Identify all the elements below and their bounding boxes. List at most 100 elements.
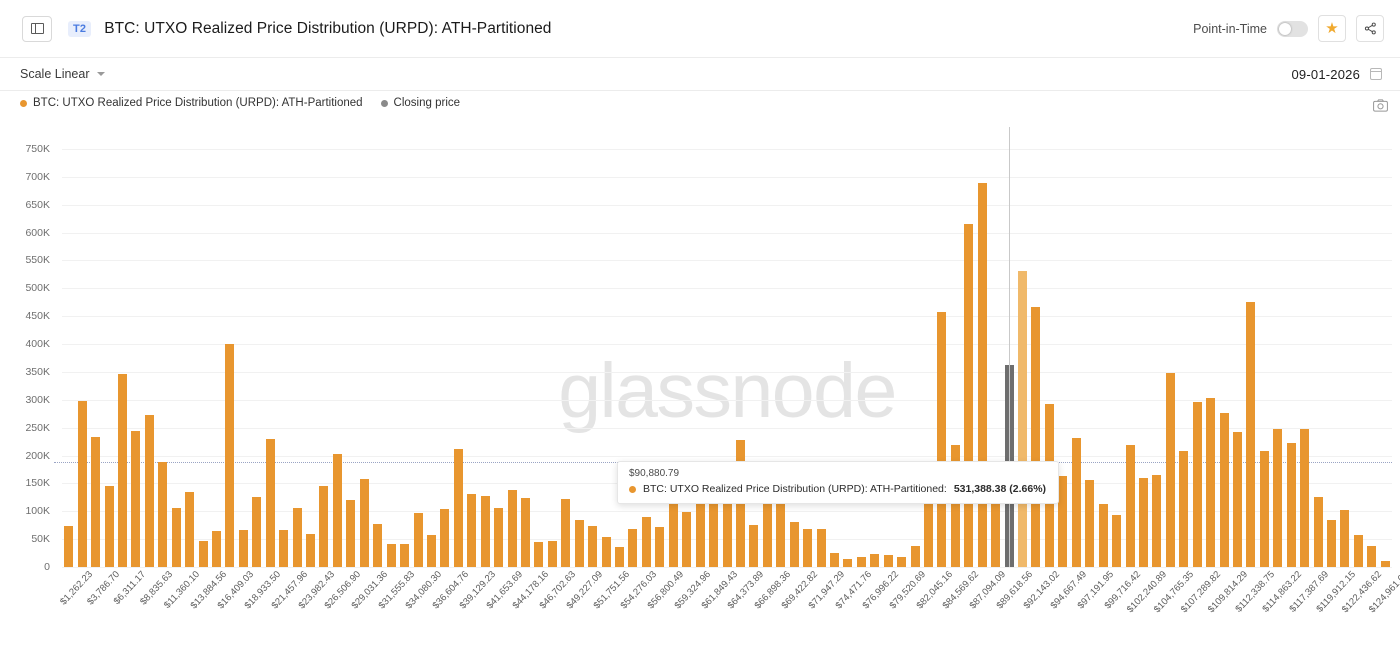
chart-bar[interactable]: [574, 519, 584, 567]
chart-bar[interactable]: [964, 223, 974, 567]
chart-bar[interactable]: [1192, 402, 1202, 567]
chart-bar[interactable]: [695, 482, 705, 567]
favorite-button[interactable]: ★: [1318, 15, 1346, 42]
chart-bar[interactable]: [198, 541, 208, 567]
chart-bar[interactable]: [373, 523, 383, 567]
chart-bar[interactable]: [829, 553, 839, 567]
panel-toggle-button[interactable]: [22, 15, 52, 42]
chart-bar[interactable]: [1031, 306, 1041, 567]
share-button[interactable]: [1356, 15, 1384, 42]
chart-bar[interactable]: [1353, 534, 1363, 567]
scale-select[interactable]: Scale Linear: [20, 67, 105, 81]
chart-bar[interactable]: [225, 344, 235, 567]
screenshot-button[interactable]: [1373, 99, 1388, 117]
chart-bar[interactable]: [144, 414, 154, 567]
chart-bar[interactable]: [937, 311, 947, 567]
chart-bar[interactable]: [709, 478, 719, 567]
chart-bar[interactable]: [682, 512, 692, 567]
chart-bar[interactable]: [1273, 429, 1283, 567]
chart-bar[interactable]: [856, 556, 866, 567]
chart-bar[interactable]: [117, 373, 127, 567]
chart-bar[interactable]: [1300, 429, 1310, 567]
chart-bar[interactable]: [171, 507, 181, 567]
chart-bar[interactable]: [1152, 475, 1162, 567]
chart-bar[interactable]: [238, 529, 248, 567]
chart-plot-area[interactable]: glassnode 0 50K 100K 150K 200K 250K 300K 350K 40…: [25, 127, 1392, 573]
chart-bar[interactable]: [1058, 476, 1068, 567]
chart-bar[interactable]: [91, 437, 101, 567]
chart-bar[interactable]: [924, 488, 933, 567]
chart-bar[interactable]: [655, 527, 665, 567]
chart-bar[interactable]: [870, 554, 880, 567]
chart-bar[interactable]: [1085, 480, 1095, 567]
chart-bar[interactable]: [252, 496, 262, 567]
chart-bar[interactable]: [789, 521, 799, 567]
chart-bar[interactable]: [561, 499, 571, 567]
chart-bar[interactable]: [601, 537, 611, 567]
chart-bar[interactable]: [359, 478, 369, 567]
chart-bar[interactable]: [1367, 546, 1377, 567]
chart-bar[interactable]: [1179, 450, 1189, 567]
chart-bar[interactable]: [1327, 519, 1337, 567]
chart-bar[interactable]: [520, 498, 530, 567]
chart-bar[interactable]: [843, 558, 853, 567]
chart-bar[interactable]: [453, 448, 463, 567]
chart-bar[interactable]: [776, 478, 786, 567]
chart-bar[interactable]: [1219, 412, 1229, 567]
chart-bar[interactable]: [1112, 514, 1122, 567]
legend-item-urpd[interactable]: BTC: UTXO Realized Price Distribution (U…: [20, 97, 363, 109]
chart-bar[interactable]: [1071, 438, 1081, 567]
chart-bar[interactable]: [158, 461, 168, 567]
legend-item-closing-price[interactable]: Closing price: [380, 97, 460, 109]
chart-bar[interactable]: [1138, 478, 1148, 567]
chart-bar[interactable]: [1380, 560, 1390, 567]
chart-bar[interactable]: [480, 496, 490, 567]
chart-bar[interactable]: [762, 495, 772, 567]
chart-bar[interactable]: [265, 438, 275, 567]
chart-bar[interactable]: [950, 445, 960, 567]
chart-bar[interactable]: [77, 400, 87, 567]
chart-bar[interactable]: [64, 525, 74, 567]
chart-bar[interactable]: [803, 529, 813, 567]
chart-bar[interactable]: [346, 499, 356, 567]
chart-bar[interactable]: [668, 503, 678, 567]
chart-bar[interactable]: [507, 490, 517, 567]
chart-bar[interactable]: [816, 529, 826, 567]
chart-bar[interactable]: [131, 431, 141, 567]
chart-bar[interactable]: [1125, 444, 1135, 567]
chart-bar[interactable]: [1246, 301, 1256, 567]
chart-bar[interactable]: [991, 478, 1001, 567]
chart-bar[interactable]: [615, 546, 625, 567]
chart-bar[interactable]: [440, 509, 450, 567]
chart-bar[interactable]: [547, 540, 557, 567]
chart-bar[interactable]: [977, 182, 987, 567]
chart-bar[interactable]: [279, 530, 289, 567]
chart-bar[interactable]: [211, 530, 221, 567]
chart-bar[interactable]: [1206, 398, 1216, 567]
chart-bar[interactable]: [722, 478, 732, 567]
chart-bar[interactable]: [104, 485, 114, 567]
chart-bar[interactable]: [910, 545, 920, 567]
chart-bar[interactable]: [749, 525, 759, 567]
chart-bar[interactable]: [185, 491, 195, 567]
chart-bar[interactable]: [534, 541, 544, 567]
chart-bar[interactable]: [1340, 509, 1350, 567]
chart-bar[interactable]: [306, 534, 316, 567]
chart-bar[interactable]: [1098, 504, 1108, 567]
chart-bar[interactable]: [1259, 450, 1269, 567]
chart-bar[interactable]: [319, 485, 329, 567]
chart-bar[interactable]: [897, 556, 907, 567]
chart-bar[interactable]: [1313, 496, 1323, 567]
chart-bar[interactable]: [1165, 373, 1175, 567]
chart-bar[interactable]: [1233, 431, 1242, 567]
highlighted-bar[interactable]: [1018, 271, 1028, 567]
chart-bar[interactable]: [641, 517, 651, 567]
chart-bar[interactable]: [883, 554, 893, 567]
chart-bar[interactable]: [588, 525, 598, 567]
date-picker[interactable]: 09-01-2026: [1282, 64, 1387, 85]
chart-bar[interactable]: [400, 544, 410, 567]
chart-bar[interactable]: [413, 512, 423, 567]
chart-bar[interactable]: [292, 507, 302, 567]
chart-bar[interactable]: [628, 529, 638, 567]
chart-bar[interactable]: [332, 453, 342, 567]
